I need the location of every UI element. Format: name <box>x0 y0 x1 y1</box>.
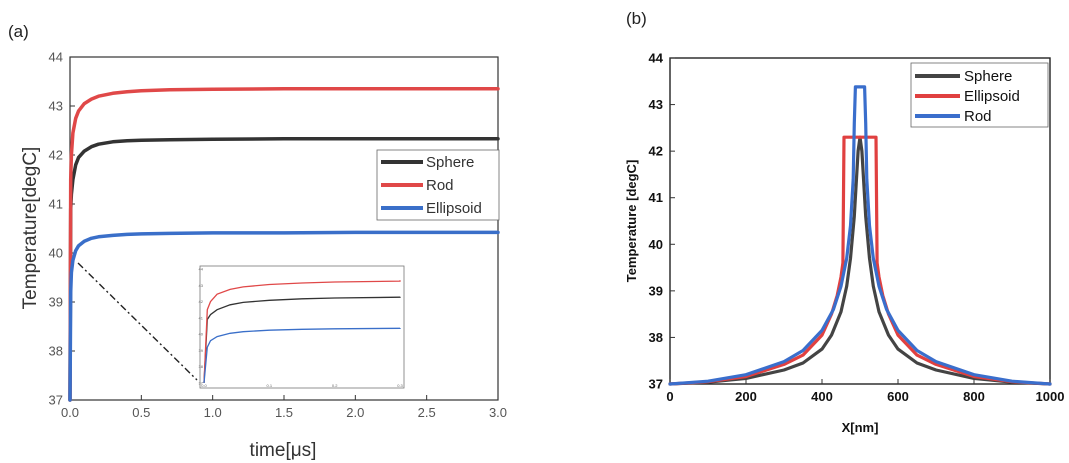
x-tick-label: 0.5 <box>132 405 150 420</box>
legend-label-ellipsoid: Ellipsoid <box>426 200 482 217</box>
inset-y-tick-label: 44 <box>199 267 204 272</box>
panel-b-x-ticks: 0 200 400 600 800 1000 <box>666 379 1064 404</box>
series-line-rod <box>68 87 500 402</box>
inset-series-line-ellipsoid <box>203 327 401 384</box>
y-tick-label: 41 <box>49 197 63 212</box>
panel-b-label: (b) <box>626 9 647 28</box>
inset-y-tick-label: 43 <box>199 283 204 288</box>
y-tick-label: 40 <box>49 246 63 261</box>
x-tick-label: 3.0 <box>489 405 507 420</box>
x-tick-label: 1000 <box>1036 389 1065 404</box>
panel-a: (a) 37 38 39 40 41 42 43 44 0.0 0.5 1.0 1.5 2.0 2.5 3… <box>8 22 507 461</box>
panel-a-label: (a) <box>8 22 29 41</box>
inset-y-tick-label: 41 <box>199 315 204 320</box>
inset-series <box>203 280 401 384</box>
series-line-rod <box>668 85 1052 386</box>
inset-y-tick-label: 39 <box>199 348 204 353</box>
y-tick-label: 40 <box>649 237 663 252</box>
inset-y-tick-label: 42 <box>199 299 204 304</box>
inset-pointer-line <box>77 262 198 381</box>
panel-a-series <box>68 87 500 402</box>
panel-b-plot-frame <box>669 57 1051 385</box>
y-tick-label: 37 <box>649 377 663 392</box>
panel-a-y-axis-label: Temperature[degC] <box>20 147 41 310</box>
inset-frame <box>199 265 405 389</box>
y-tick-label: 38 <box>49 344 63 359</box>
panel-b-legend: Sphere Ellipsoid Rod <box>910 62 1049 128</box>
y-tick-label: 39 <box>49 295 63 310</box>
y-tick-label: 41 <box>649 190 663 205</box>
panel-a-x-ticks: 0.0 0.5 1.0 1.5 2.0 2.5 3.0 <box>61 395 507 420</box>
series-line-sphere <box>68 137 500 402</box>
y-tick-label: 39 <box>649 283 663 298</box>
legend-label-sphere-b: Sphere <box>964 68 1012 85</box>
legend-label-rod-b: Rod <box>964 108 992 125</box>
panel-a-inset: 37 38 39 40 41 42 43 44 0.0 0.1 0.2 0.3 <box>199 265 405 389</box>
inset-series-line-sphere <box>203 296 401 384</box>
x-tick-label: 1.5 <box>275 405 293 420</box>
y-tick-label: 38 <box>649 330 663 345</box>
panel-a-x-axis-label: time[μs] <box>250 440 317 461</box>
x-tick-label: 1.0 <box>204 405 222 420</box>
inset-ticks: 37 38 39 40 41 42 43 44 0.0 0.1 0.2 0.3 <box>199 267 404 389</box>
y-tick-label: 43 <box>49 99 63 114</box>
inset-y-tick-label: 37 <box>199 381 204 386</box>
x-tick-label: 400 <box>811 389 833 404</box>
x-tick-label: 2.5 <box>418 405 436 420</box>
panel-b-y-axis-label: Temperature [degC] <box>624 160 639 283</box>
inset-y-tick-label: 38 <box>199 364 204 369</box>
panel-a-legend: Sphere Rod Ellipsoid <box>376 149 500 221</box>
inset-x-tick-label: 0.2 <box>332 383 338 388</box>
inset-series-line-rod <box>203 280 401 384</box>
x-tick-label: 600 <box>887 389 909 404</box>
x-tick-label: 200 <box>735 389 757 404</box>
legend-label-sphere: Sphere <box>426 154 474 171</box>
y-tick-label: 44 <box>649 51 664 66</box>
y-tick-label: 44 <box>49 50 63 65</box>
x-tick-label: 0 <box>666 389 673 404</box>
series-line-sphere <box>668 135 1052 386</box>
y-tick-label: 42 <box>649 144 663 159</box>
series-line-ellipsoid <box>68 230 500 402</box>
x-tick-label: 800 <box>963 389 985 404</box>
y-tick-label: 37 <box>49 393 63 408</box>
series-line-ellipsoid <box>668 135 1052 386</box>
x-tick-label: 0.0 <box>61 405 79 420</box>
x-tick-label: 2.0 <box>346 405 364 420</box>
inset-y-tick-label: 40 <box>199 332 204 337</box>
panel-b: (b) 37 38 39 40 41 42 43 44 0 200 400 600 800 1000 T… <box>624 9 1064 435</box>
panel-b-x-axis-label: X[nm] <box>842 420 879 435</box>
y-tick-label: 43 <box>649 97 663 112</box>
y-tick-label: 42 <box>49 148 63 163</box>
inset-x-tick-label: 0.0 <box>201 383 207 388</box>
inset-x-tick-label: 0.3 <box>397 383 403 388</box>
panel-b-y-ticks: 37 38 39 40 41 42 43 44 <box>649 51 675 392</box>
panel-b-series <box>668 85 1052 386</box>
inset-x-tick-label: 0.1 <box>267 383 273 388</box>
legend-label-ellipsoid-b: Ellipsoid <box>964 88 1020 105</box>
legend-label-rod: Rod <box>426 177 454 194</box>
